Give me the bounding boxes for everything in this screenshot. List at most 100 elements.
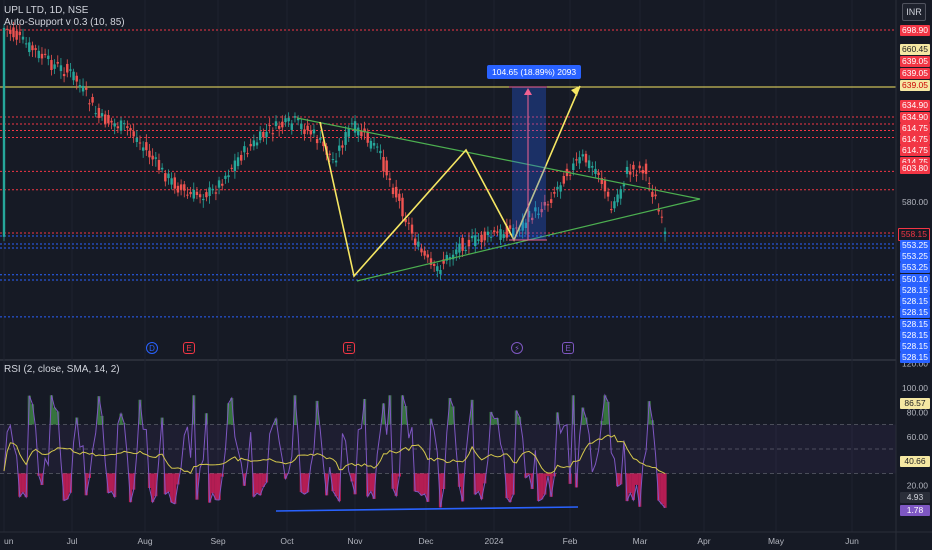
candle-body-137 <box>436 266 439 272</box>
candle-body-154 <box>489 236 493 238</box>
candle-body-116 <box>369 140 373 149</box>
measure-arrowhead <box>524 88 532 95</box>
candle-body-1 <box>5 28 9 30</box>
price-scale-label-3: 639.05 <box>900 68 930 79</box>
time-label-11: May <box>768 536 785 546</box>
candle-body-61 <box>195 191 199 196</box>
candle-body-2 <box>9 29 12 34</box>
time-label-0: un <box>4 536 14 546</box>
candle-body-150 <box>477 239 480 241</box>
candle-body-74 <box>236 157 240 167</box>
candle-body-143 <box>455 249 458 255</box>
candle-body-79 <box>252 140 256 147</box>
candle-body-25 <box>81 85 85 92</box>
price-scale-label-2: 639.05 <box>900 56 930 67</box>
candle-body-186 <box>591 166 594 168</box>
rsi-legend[interactable]: RSI (2, close, SMA, 14, 2) <box>4 364 120 375</box>
candle-body-159 <box>505 225 509 238</box>
candle-body-5 <box>18 31 22 36</box>
candle-body-181 <box>575 159 578 161</box>
event-marker-0[interactable]: D <box>146 342 158 354</box>
candle-body-33 <box>107 114 110 124</box>
candle-body-64 <box>205 192 208 198</box>
symbol-legend[interactable]: UPL LTD, 1D, NSE <box>4 5 89 16</box>
candle-body-63 <box>202 198 205 201</box>
candle-body-59 <box>189 191 192 195</box>
event-marker-1[interactable]: E <box>183 342 195 354</box>
candle-body-27 <box>88 103 91 105</box>
candle-body-77 <box>246 153 249 155</box>
candle-body-106 <box>338 145 341 151</box>
candle-body-131 <box>417 241 420 247</box>
candle-body-123 <box>391 187 395 195</box>
price-scale-label-16: 550.10 <box>900 274 930 285</box>
candle-body-206 <box>654 194 657 197</box>
event-marker-4[interactable]: E <box>562 342 574 354</box>
currency-button[interactable]: INR <box>902 3 926 21</box>
candle-body-89 <box>284 118 287 123</box>
candle-body-4 <box>15 30 18 40</box>
price-scale-label-22: 528.15 <box>900 341 930 352</box>
candle-body-127 <box>404 219 407 223</box>
candle-body-124 <box>394 186 398 198</box>
price-scale-label-6: 634.90 <box>900 112 930 123</box>
candle-body-58 <box>186 194 189 196</box>
candle-body-175 <box>556 186 559 190</box>
price-scale-label-0: 698.90 <box>900 25 930 36</box>
candle-body-0 <box>2 27 6 237</box>
wave-arrowhead <box>571 86 580 96</box>
event-marker-2[interactable]: E <box>343 342 355 354</box>
candle-body-118 <box>376 146 379 148</box>
candle-body-115 <box>366 131 369 143</box>
time-label-2: Aug <box>137 536 152 546</box>
indicator-legend[interactable]: Auto-Support v 0.3 (10, 85) <box>4 17 125 28</box>
candle-body-51 <box>164 173 167 182</box>
candle-body-67 <box>214 192 218 194</box>
candle-body-125 <box>398 193 401 201</box>
rsi-value-label-1: 40.66 <box>900 456 930 467</box>
time-label-9: Mar <box>633 536 648 546</box>
candle-body-41 <box>132 131 135 137</box>
rsi-tick-0: 120.00 <box>902 359 928 369</box>
candle-body-114 <box>363 128 366 133</box>
candle-body-48 <box>154 157 158 159</box>
price-scale-label-7: 614.75 <box>900 123 930 134</box>
candle-body-198 <box>629 171 632 175</box>
price-scale-label-20: 528.15 <box>900 319 930 330</box>
candle-body-208 <box>660 216 664 218</box>
event-marker-3[interactable]: ⚡ <box>511 342 523 354</box>
candle-body-92 <box>293 116 297 118</box>
candle-body-177 <box>562 175 566 184</box>
price-scale-label-11: 603.80 <box>900 163 930 174</box>
price-scale-label-5: 634.90 <box>900 100 930 111</box>
candle-body-139 <box>442 259 445 264</box>
candle-body-167 <box>530 217 534 221</box>
candle-body-180 <box>572 163 575 171</box>
candle-body-179 <box>568 174 572 176</box>
candle-body-90 <box>287 117 290 122</box>
candle-body-202 <box>641 170 645 174</box>
candle-body-43 <box>138 142 142 144</box>
candle-body-101 <box>322 141 325 147</box>
candle-body-76 <box>243 146 246 153</box>
candle-body-52 <box>167 173 170 179</box>
price-scale-label-19: 528.15 <box>900 307 930 318</box>
candle-body-119 <box>379 150 382 154</box>
candle-body-70 <box>224 175 227 179</box>
price-tick-0: 580.00 <box>902 197 928 207</box>
candle-body-66 <box>211 188 214 191</box>
candle-body-18 <box>59 65 63 72</box>
time-label-3: Sep <box>210 536 225 546</box>
candle-body-54 <box>173 177 176 189</box>
candle-body-163 <box>518 229 521 231</box>
candle-body-60 <box>192 189 195 199</box>
candle-body-140 <box>445 254 448 261</box>
rsi-line <box>3 393 666 509</box>
candle-body-111 <box>353 121 357 133</box>
candle-body-174 <box>553 192 556 194</box>
candle-body-13 <box>43 53 47 55</box>
candle-body-72 <box>230 167 233 169</box>
candle-body-153 <box>486 231 490 236</box>
candle-body-113 <box>360 130 363 137</box>
